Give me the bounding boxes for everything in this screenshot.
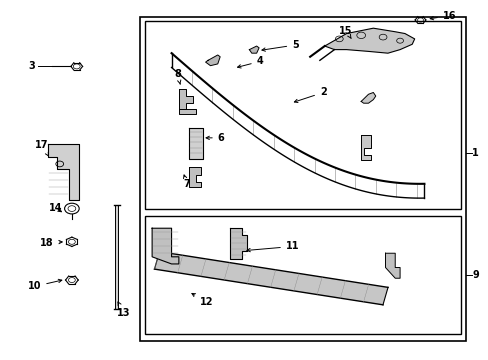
- Polygon shape: [152, 228, 179, 264]
- Polygon shape: [205, 55, 220, 66]
- Polygon shape: [47, 144, 79, 200]
- Polygon shape: [361, 93, 375, 103]
- Text: 6: 6: [205, 133, 224, 143]
- Text: 7: 7: [183, 175, 190, 189]
- Bar: [144, 216, 460, 334]
- Polygon shape: [188, 167, 201, 187]
- Text: 10: 10: [28, 279, 61, 292]
- Polygon shape: [154, 252, 387, 305]
- Bar: [144, 21, 460, 208]
- Text: 4: 4: [237, 57, 263, 68]
- Text: 17: 17: [35, 140, 49, 156]
- Bar: [140, 18, 465, 341]
- Text: 14: 14: [49, 203, 62, 213]
- Polygon shape: [179, 109, 196, 114]
- Polygon shape: [249, 46, 259, 53]
- Polygon shape: [188, 128, 203, 158]
- Text: 11: 11: [246, 242, 299, 252]
- Text: 15: 15: [339, 26, 352, 39]
- Text: 18: 18: [40, 238, 62, 248]
- Text: 5: 5: [262, 40, 298, 51]
- Text: 3: 3: [29, 62, 35, 71]
- Bar: [115, 205, 118, 309]
- Polygon shape: [179, 89, 193, 109]
- Text: 12: 12: [191, 293, 213, 307]
- Text: 2: 2: [294, 87, 326, 103]
- Text: 9: 9: [471, 270, 478, 280]
- Text: 13: 13: [117, 302, 130, 318]
- Polygon shape: [385, 253, 399, 278]
- Text: 1: 1: [471, 148, 478, 158]
- Text: 8: 8: [174, 68, 181, 84]
- Text: 16: 16: [429, 11, 455, 21]
- Polygon shape: [229, 228, 246, 258]
- Polygon shape: [324, 28, 414, 53]
- Polygon shape: [361, 135, 370, 160]
